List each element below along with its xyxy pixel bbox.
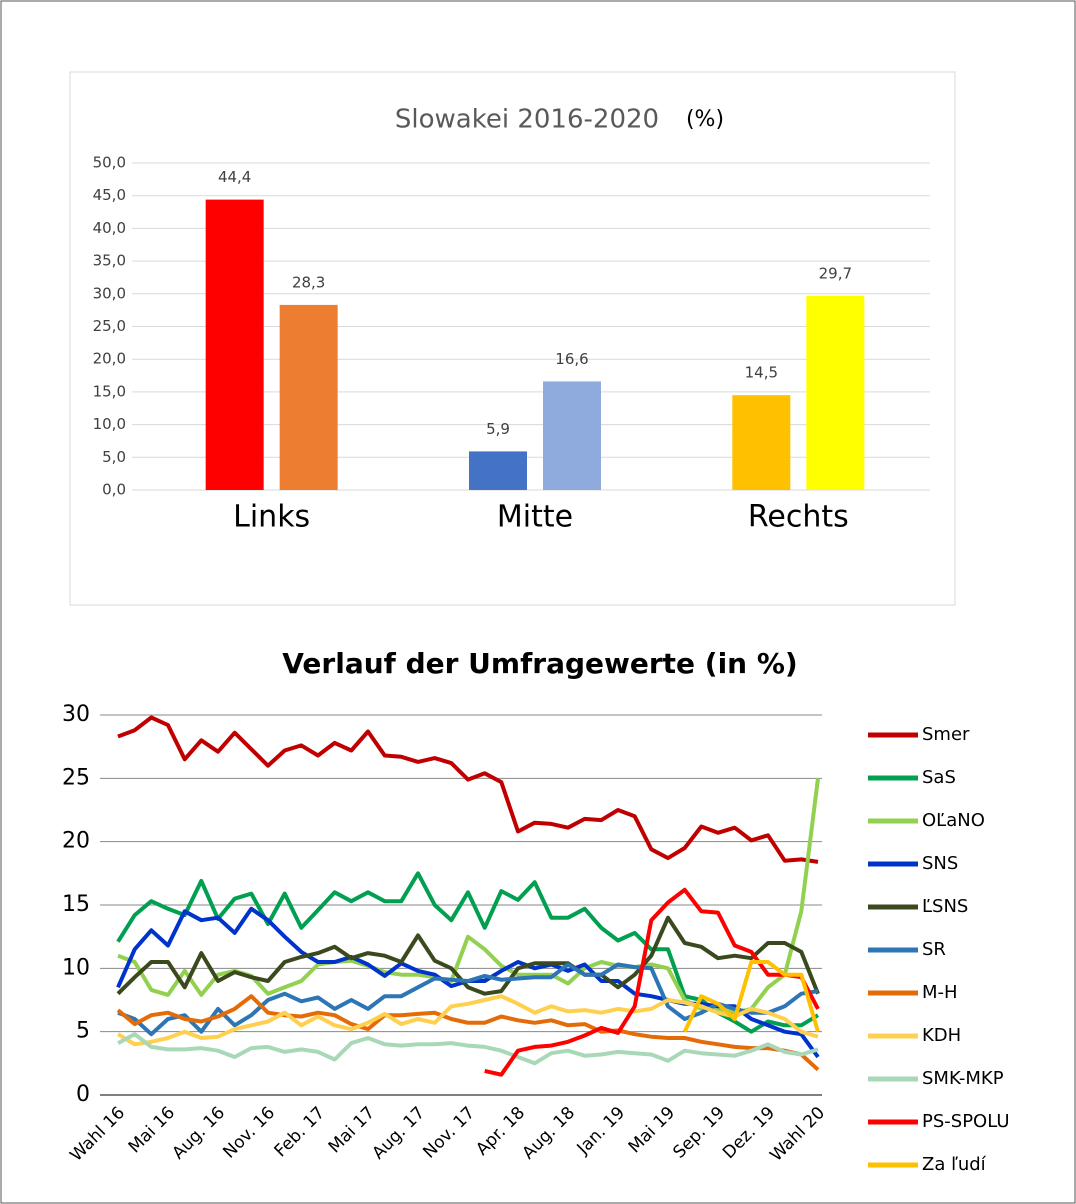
legend-label: ĽSNS bbox=[922, 896, 968, 917]
legend-label: OĽaNO bbox=[922, 810, 985, 831]
legend-label: SR bbox=[922, 939, 946, 960]
value-label: 28,3 bbox=[292, 273, 325, 291]
bar bbox=[279, 304, 338, 490]
y-tick-label: 0 bbox=[76, 1082, 90, 1107]
value-label: 14,5 bbox=[745, 364, 778, 382]
chart-title: Slowakei 2016-2020 bbox=[395, 105, 659, 135]
series-line bbox=[116, 915, 820, 996]
series-line bbox=[116, 994, 820, 1072]
y-tick-label: 30,0 bbox=[93, 284, 126, 302]
series-line bbox=[117, 962, 819, 1037]
bar bbox=[543, 381, 601, 490]
chart-title: Verlauf der Umfragewerte (in %) bbox=[282, 647, 797, 680]
series-line bbox=[117, 715, 819, 864]
bar bbox=[205, 199, 264, 490]
y-tick-label: 5 bbox=[76, 1019, 90, 1044]
value-label: 44,4 bbox=[218, 168, 251, 186]
y-tick-label: 45,0 bbox=[93, 186, 126, 204]
series-line bbox=[116, 994, 819, 1047]
y-tick-label: 40,0 bbox=[93, 219, 126, 237]
value-label: 29,7 bbox=[819, 264, 852, 282]
y-tick-label: 30 bbox=[62, 702, 90, 727]
legend-label: M-H bbox=[922, 982, 958, 1003]
x-tick-label: Mitte bbox=[497, 500, 573, 535]
bar bbox=[732, 395, 791, 490]
y-tick-label: 5,0 bbox=[102, 448, 126, 466]
y-tick-label: 10 bbox=[62, 955, 90, 980]
bar bbox=[806, 295, 865, 490]
y-tick-label: 25,0 bbox=[93, 317, 126, 335]
x-tick-label: Links bbox=[233, 500, 310, 535]
legend-label: SaS bbox=[922, 767, 956, 788]
chart-unit: (%) bbox=[686, 107, 724, 132]
y-tick-label: 20 bbox=[62, 829, 90, 854]
legend-label: Smer bbox=[922, 724, 970, 745]
y-tick-label: 25 bbox=[62, 765, 90, 790]
value-label: 5,9 bbox=[486, 420, 510, 438]
legend-label: PS-SPOLU bbox=[922, 1111, 1010, 1132]
legend-label: SMK-MKP bbox=[922, 1068, 1004, 1089]
series-line bbox=[484, 887, 820, 1077]
y-tick-label: 20,0 bbox=[93, 350, 126, 368]
value-label: 16,6 bbox=[555, 350, 588, 368]
y-tick-label: 50,0 bbox=[93, 154, 126, 172]
y-tick-label: 10,0 bbox=[93, 415, 126, 433]
series-line bbox=[117, 1032, 819, 1066]
y-tick-label: 0,0 bbox=[102, 481, 126, 499]
x-tick-label: Rechts bbox=[748, 500, 849, 535]
bar bbox=[469, 451, 527, 490]
y-tick-label: 35,0 bbox=[93, 252, 126, 270]
series-line bbox=[682, 960, 820, 1033]
legend-label: KDH bbox=[922, 1025, 961, 1046]
legend-label: Za ľudí bbox=[922, 1154, 987, 1175]
y-tick-label: 15,0 bbox=[93, 382, 126, 400]
y-tick-label: 15 bbox=[62, 892, 90, 917]
legend-label: SNS bbox=[922, 853, 958, 874]
